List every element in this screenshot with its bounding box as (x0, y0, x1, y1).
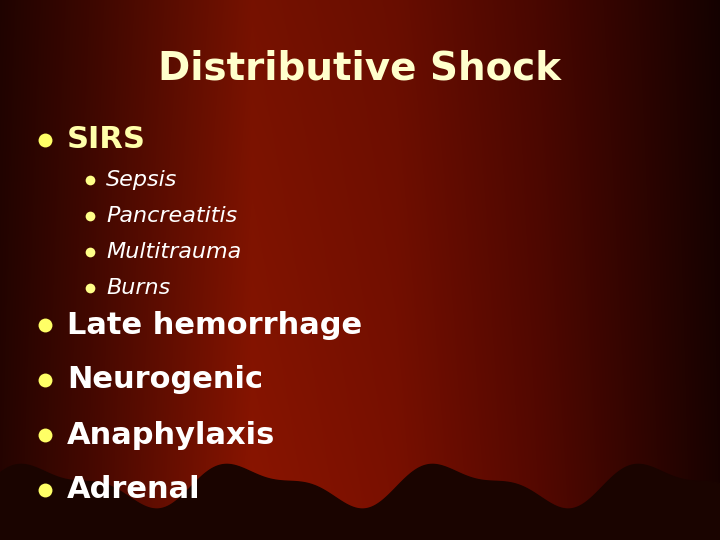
Text: Sepsis: Sepsis (106, 170, 177, 190)
Text: Multitrauma: Multitrauma (106, 242, 241, 262)
Text: Pancreatitis: Pancreatitis (106, 206, 238, 226)
Text: Late hemorrhage: Late hemorrhage (67, 310, 362, 340)
Text: Neurogenic: Neurogenic (67, 366, 263, 395)
Text: Distributive Shock: Distributive Shock (158, 50, 562, 88)
Text: Burns: Burns (106, 278, 170, 298)
Text: Anaphylaxis: Anaphylaxis (67, 421, 275, 449)
Text: SIRS: SIRS (67, 125, 146, 154)
Text: Adrenal: Adrenal (67, 476, 201, 504)
